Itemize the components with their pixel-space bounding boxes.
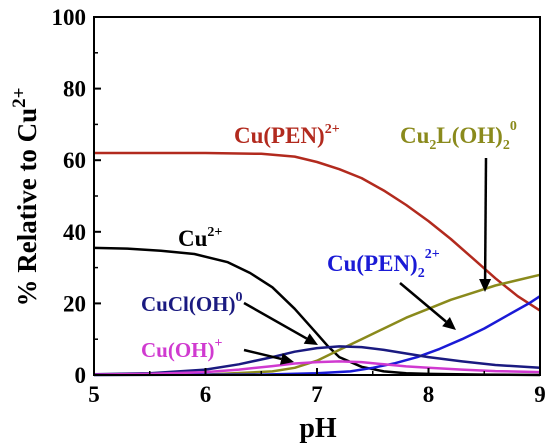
label-cu-pen2-main: Cu(PEN) bbox=[327, 251, 418, 276]
label-cu-pen: Cu(PEN)2+ bbox=[234, 122, 340, 148]
label-cu2plus: Cu2+ bbox=[178, 225, 222, 251]
y-tick-label: 80 bbox=[63, 77, 86, 102]
arrow-cu2l-oh2-shaft bbox=[483, 157, 488, 280]
label-cu-pen2: Cu(PEN)22+ bbox=[327, 247, 440, 281]
label-cu-pen-main: Cu(PEN) bbox=[234, 123, 325, 148]
x-tick-label: 6 bbox=[200, 382, 212, 407]
label-cucl-oh: CuCl(OH)0 bbox=[141, 290, 243, 316]
arrow-cu2l-oh2-head bbox=[479, 278, 492, 292]
y-tick-label: 100 bbox=[52, 5, 87, 30]
label-cu2plus-sup: 2+ bbox=[207, 225, 222, 240]
label-cu-pen-sup: 2+ bbox=[325, 122, 340, 137]
label-cu2l-oh2-mid: L(OH) bbox=[436, 123, 502, 148]
arrow-cucl-oh-head bbox=[303, 333, 318, 345]
series-line-cu2l-oh2 bbox=[93, 273, 541, 377]
arrow-cu-oh-shaft bbox=[243, 348, 282, 361]
y-axis-title-main: % Relative to Cu bbox=[12, 108, 42, 307]
x-tick-label: 9 bbox=[534, 382, 546, 407]
x-tick-label: 7 bbox=[311, 382, 323, 407]
label-cu-oh: Cu(OH)+ bbox=[141, 336, 223, 362]
y-tick-label: 60 bbox=[63, 148, 86, 173]
label-cu2l-oh2-sup: 0 bbox=[510, 119, 517, 134]
series-line-cu-pen bbox=[94, 151, 541, 312]
arrow-cucl-oh-shaft bbox=[243, 301, 308, 340]
label-cu2l-oh2: Cu2L(OH)20 bbox=[400, 119, 517, 153]
label-cucl-oh-main: CuCl(OH) bbox=[141, 292, 236, 316]
y-tick-label: 20 bbox=[63, 291, 86, 316]
arrow-cu-pen2-shaft bbox=[399, 282, 447, 323]
series-line-cu2plus bbox=[93, 246, 541, 377]
label-cu-pen2-sub: 2 bbox=[418, 266, 425, 281]
x-tick-label: 8 bbox=[423, 382, 435, 407]
label-cu2plus-main: Cu bbox=[178, 226, 208, 251]
label-cu-oh-sup: + bbox=[215, 336, 223, 351]
series-line-cucl-oh bbox=[93, 345, 541, 376]
y-tick-label: 0 bbox=[75, 363, 87, 388]
label-cucl-oh-sup: 0 bbox=[236, 290, 243, 305]
label-cu2l-oh2-main: Cu bbox=[400, 123, 430, 148]
x-tick-label: 5 bbox=[88, 382, 100, 407]
x-axis-title: pH bbox=[299, 413, 337, 444]
label-cu-oh-main: Cu(OH) bbox=[141, 338, 215, 362]
arrow-cu-pen2-head bbox=[442, 317, 456, 330]
label-cu-pen2-sup: 2+ bbox=[425, 247, 440, 262]
label-cu2l-oh2-sub2: 2 bbox=[503, 138, 510, 153]
y-axis-title: % Relative to Cu2+ bbox=[9, 87, 42, 306]
y-tick-label: 40 bbox=[63, 220, 86, 245]
arrow-cu-oh-head bbox=[279, 353, 294, 365]
label-cu2l-oh2-sub: 2 bbox=[429, 138, 436, 153]
arrows-layer bbox=[243, 157, 492, 365]
plot-frame bbox=[93, 16, 541, 376]
y-axis-title-sup: 2+ bbox=[9, 87, 30, 107]
series-line-cu-oh bbox=[93, 360, 541, 376]
